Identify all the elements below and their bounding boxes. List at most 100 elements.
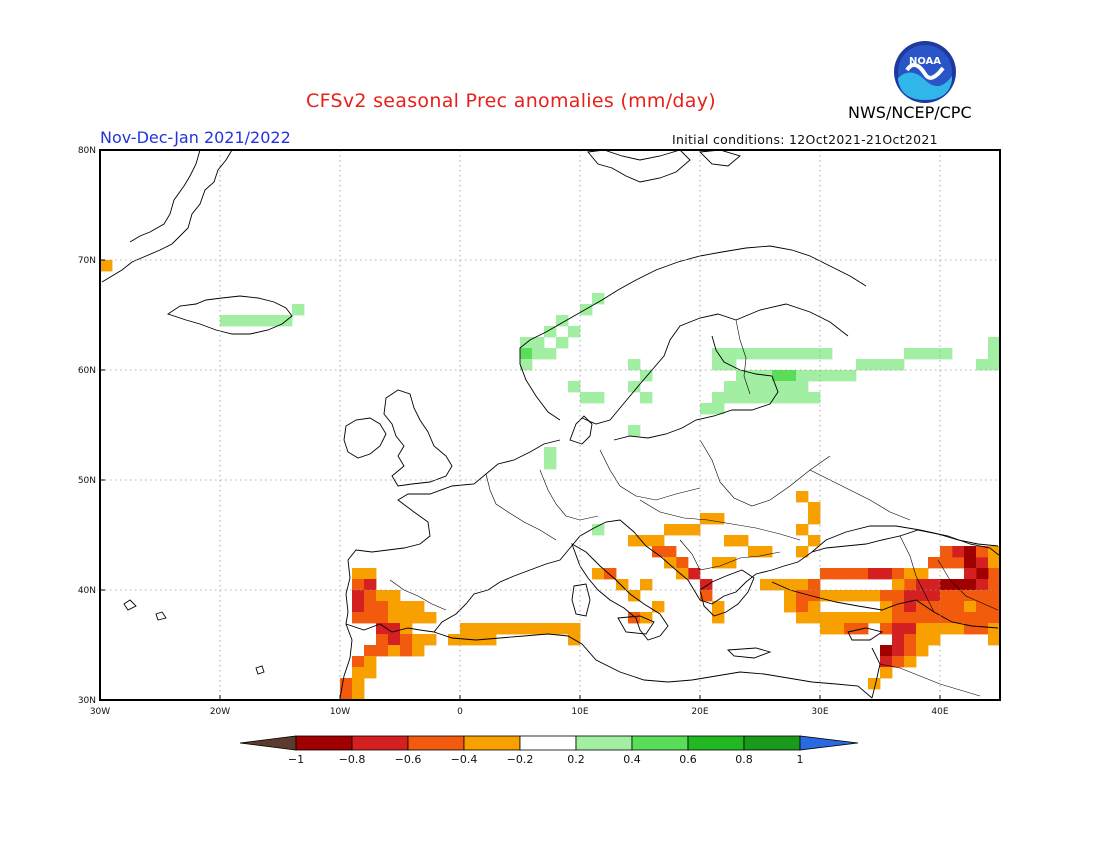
anomaly-cell — [916, 645, 929, 657]
anomaly-cell — [988, 590, 1001, 602]
sardinia-outline — [571, 583, 591, 617]
anomaly-cell — [400, 645, 413, 657]
anomaly-cell — [388, 601, 401, 613]
anomaly-cell — [376, 601, 389, 613]
anomaly-cell — [592, 524, 605, 536]
anomaly-cell — [388, 590, 401, 602]
legend-tick-label: −1 — [288, 753, 304, 766]
britain-outline — [383, 389, 453, 487]
anomaly-cell — [880, 359, 893, 371]
anomaly-cell — [556, 315, 569, 327]
anomaly-cell — [352, 601, 365, 613]
anomaly-cell — [976, 623, 989, 635]
anomaly-cell — [796, 579, 809, 591]
anomaly-cell — [964, 612, 977, 624]
anomaly-cell — [268, 315, 281, 327]
anomaly-cell — [820, 348, 833, 360]
anomaly-cell — [916, 601, 929, 613]
anomaly-cell — [916, 348, 929, 360]
anomaly-cell — [712, 513, 725, 525]
anomaly-cell — [448, 634, 461, 646]
baltic-coast — [613, 335, 779, 441]
anomaly-cell — [388, 612, 401, 624]
legend-tick-label: −0.4 — [451, 753, 478, 766]
anomaly-cell — [904, 623, 917, 635]
longitude-tick-label: 30W — [90, 707, 110, 717]
anomaly-cell — [892, 359, 905, 371]
anomaly-cell — [988, 579, 1001, 591]
cyprus-outline — [847, 627, 884, 641]
anomaly-cell — [880, 623, 893, 635]
anomaly-cell — [928, 634, 941, 646]
anomaly-cell — [616, 579, 629, 591]
anomaly-cell — [964, 557, 977, 569]
anomaly-cell — [568, 381, 581, 393]
anomaly-cell — [868, 359, 881, 371]
anomaly-cell — [292, 304, 305, 316]
anomaly-cell — [712, 403, 725, 415]
anomaly-cell — [472, 623, 485, 635]
anomaly-cell — [796, 348, 809, 360]
anomaly-cell — [952, 546, 965, 558]
anomaly-cell — [808, 370, 821, 382]
anomaly-cell — [964, 601, 977, 613]
anomaly-cell — [988, 623, 1001, 635]
anomaly-cell — [904, 590, 917, 602]
anomaly-cell — [592, 293, 605, 305]
anomaly-cell — [976, 612, 989, 624]
anomaly-cell — [928, 590, 941, 602]
anomaly-cell — [940, 579, 953, 591]
anomaly-cell — [952, 590, 965, 602]
anomaly-cell — [484, 623, 497, 635]
anomaly-cell — [772, 348, 785, 360]
anomaly-cell — [952, 579, 965, 591]
anomaly-cell — [988, 601, 1001, 613]
anomaly-cell — [376, 623, 389, 635]
anomaly-cell — [352, 568, 365, 580]
anomaly-cell — [460, 634, 473, 646]
anomaly-cell — [856, 590, 869, 602]
anomaly-cell — [520, 348, 533, 360]
anomaly-cell — [700, 579, 713, 591]
longitude-tick-label: 40E — [931, 707, 948, 717]
anomaly-cell — [796, 370, 809, 382]
anomaly-cell — [628, 535, 641, 547]
anomaly-cell — [592, 568, 605, 580]
anomaly-cell — [988, 568, 1001, 580]
anomaly-cell — [700, 403, 713, 415]
anomaly-cell — [892, 645, 905, 657]
anomaly-cell — [376, 645, 389, 657]
anomaly-cell — [988, 612, 1001, 624]
anomaly-cell — [220, 315, 233, 327]
anomaly-cell — [880, 612, 893, 624]
anomaly-cell — [880, 568, 893, 580]
map-title: CFSv2 seasonal Prec anomalies (mm/day) — [306, 90, 716, 112]
anomaly-cell — [844, 623, 857, 635]
anomaly-cell — [952, 601, 965, 613]
anomaly-cell — [100, 260, 113, 272]
anomaly-cell — [928, 601, 941, 613]
anomaly-cell — [808, 612, 821, 624]
anomaly-cell — [928, 348, 941, 360]
anomaly-cell — [352, 579, 365, 591]
anomaly-cell — [412, 612, 425, 624]
anomaly-cell — [628, 381, 641, 393]
anomaly-cell — [724, 381, 737, 393]
anomaly-cell — [928, 612, 941, 624]
anomaly-cell — [664, 557, 677, 569]
anomaly-cell — [376, 590, 389, 602]
anomaly-cell — [760, 348, 773, 360]
anomaly-cell — [352, 590, 365, 602]
legend-tick-label: −0.8 — [339, 753, 366, 766]
anomaly-cell — [964, 590, 977, 602]
anomaly-cell — [424, 634, 437, 646]
anomaly-cell — [364, 601, 377, 613]
legend-color-box — [407, 735, 465, 751]
anomaly-cell — [796, 392, 809, 404]
anomaly-cell — [748, 370, 761, 382]
anomaly-cell — [352, 667, 365, 679]
anomaly-cell — [904, 612, 917, 624]
anomaly-cell — [532, 348, 545, 360]
anomaly-cell — [256, 315, 269, 327]
anomaly-cell — [568, 623, 581, 635]
